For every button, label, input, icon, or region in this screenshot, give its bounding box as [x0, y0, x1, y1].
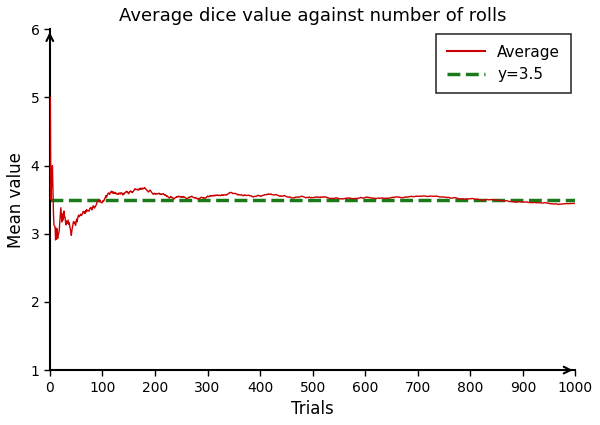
Y-axis label: Mean value: Mean value: [7, 152, 25, 248]
Title: Average dice value against number of rolls: Average dice value against number of rol…: [119, 7, 506, 25]
X-axis label: Trials: Trials: [291, 400, 334, 418]
Legend: Average, y=3.5: Average, y=3.5: [436, 34, 571, 93]
